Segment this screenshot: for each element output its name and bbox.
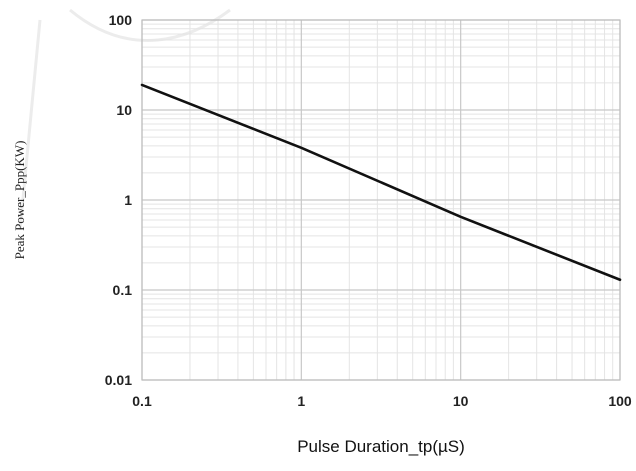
y-axis-ticks: 0.01 0.1 1 10 100: [105, 12, 132, 388]
x-axis-label: Pulse Duration_tp(µS): [297, 437, 465, 456]
plot-frame: [141, 19, 621, 381]
x-tick-label: 10: [453, 393, 469, 409]
series-line: [140, 83, 622, 282]
y-tick-label: 0.01: [105, 372, 132, 388]
x-tick-label: 0.1: [132, 393, 152, 409]
y-tick-label: 100: [109, 12, 133, 28]
y-tick-label: 0.1: [113, 282, 133, 298]
x-axis-ticks: 0.1 1 10 100: [132, 393, 632, 409]
y-tick-label: 10: [116, 102, 132, 118]
series-layer: [140, 83, 622, 282]
x-tick-label: 1: [297, 393, 305, 409]
x-tick-label: 100: [608, 393, 632, 409]
grid: [141, 19, 621, 381]
y-tick-label: 1: [124, 192, 132, 208]
y-axis-label: Peak Power_Ppp(KW): [12, 141, 27, 260]
